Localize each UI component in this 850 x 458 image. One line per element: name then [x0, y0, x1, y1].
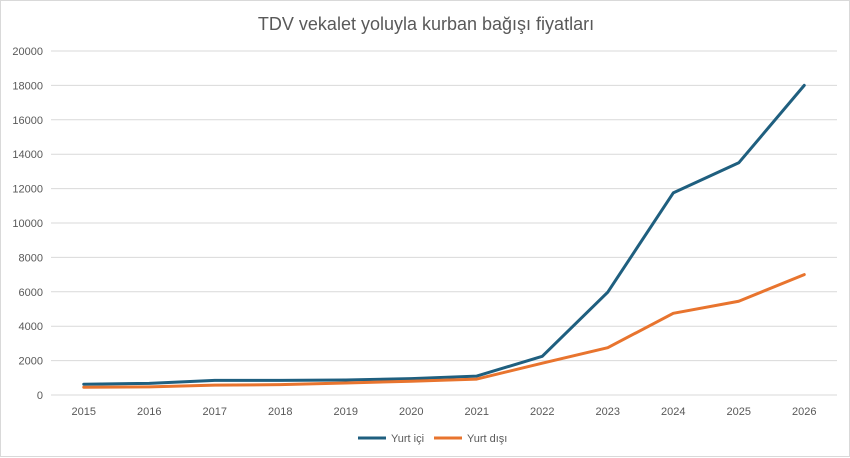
legend: Yurt içi Yurt dışı	[358, 433, 507, 445]
y-tick-label: 10000	[12, 218, 43, 230]
y-tick-label: 20000	[12, 46, 43, 58]
x-tick-label: 2023	[596, 406, 620, 418]
series-line-yurt-disi	[82, 273, 806, 389]
series-line-yurt-ici	[82, 83, 806, 386]
y-tick-label: 12000	[12, 184, 43, 196]
y-tick-label: 0	[37, 390, 43, 402]
legend-label: Yurt dışı	[467, 433, 507, 445]
x-tick-label: 2018	[268, 406, 292, 418]
x-tick-label: 2025	[727, 406, 751, 418]
x-tick-label: 2024	[661, 406, 685, 418]
x-tick-label: 2017	[203, 406, 227, 418]
x-tick-label: 2026	[792, 406, 816, 418]
y-axis-ticks: 0 2000 4000 6000 8000 10000 12000 14000 16000 180…	[12, 46, 43, 402]
x-tick-label: 2015	[72, 406, 96, 418]
y-tick-label: 14000	[12, 149, 43, 161]
x-tick-label: 2021	[465, 406, 489, 418]
y-tick-label: 6000	[19, 287, 43, 299]
y-tick-label: 18000	[12, 80, 43, 92]
gridlines	[51, 50, 837, 396]
x-tick-label: 2016	[137, 406, 161, 418]
y-tick-label: 4000	[19, 321, 43, 333]
series-lines	[82, 83, 806, 389]
y-tick-label: 16000	[12, 115, 43, 127]
chart-title: TDV vekalet yoluyla kurban bağışı fiyatl…	[258, 14, 594, 34]
y-tick-label: 2000	[19, 356, 43, 368]
x-tick-label: 2019	[334, 406, 358, 418]
x-tick-label: 2022	[530, 406, 554, 418]
y-tick-label: 8000	[19, 252, 43, 264]
x-tick-label: 2020	[399, 406, 423, 418]
x-axis-ticks: 2015 2016 2017 2018 2019 2020 2021 2022 2023 2024…	[72, 406, 817, 418]
legend-label: Yurt içi	[391, 433, 424, 445]
